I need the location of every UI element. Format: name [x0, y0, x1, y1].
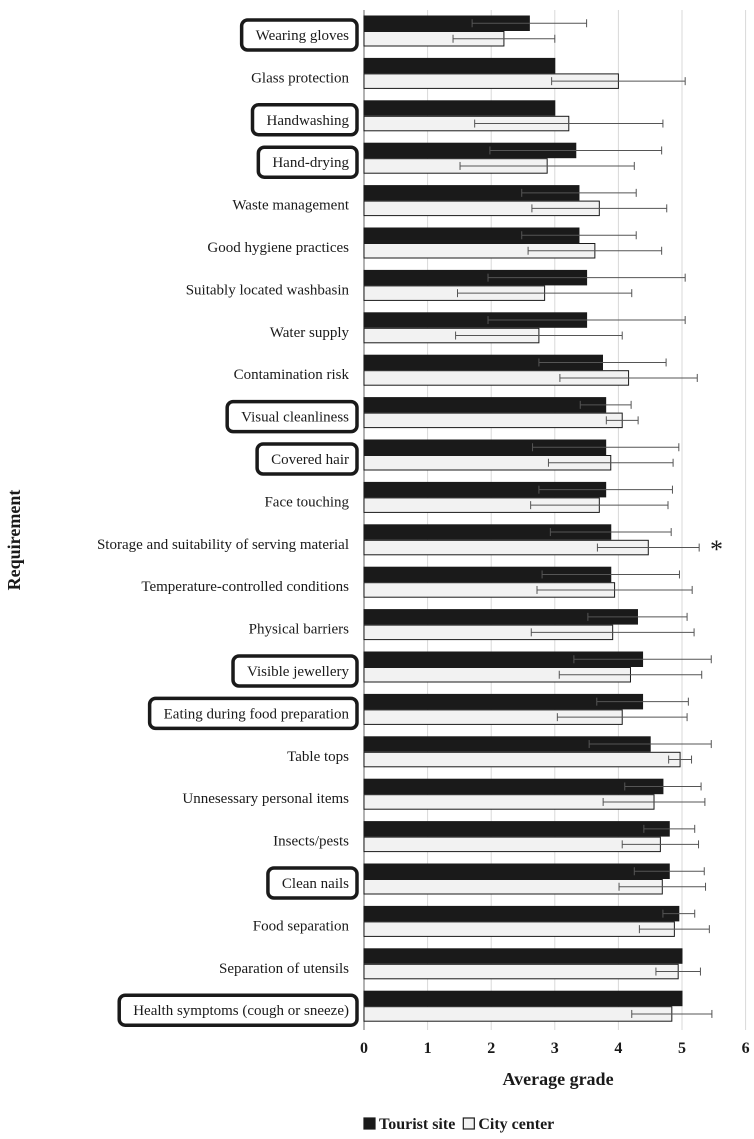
- x-tick-labels: 0 1 2 3 4 5 6: [360, 1040, 750, 1057]
- bar: [363, 1006, 673, 1022]
- highlight-box: [239, 18, 359, 52]
- x-tick-label: 0: [360, 1040, 368, 1057]
- x-tick-label: 5: [678, 1040, 686, 1057]
- bar: [363, 397, 607, 413]
- category-label: Health symptoms (cough or sneeze): [133, 1003, 349, 1019]
- bar: [363, 412, 623, 429]
- category-label: Suitably located washbasin: [186, 282, 350, 298]
- legend-label: City center: [478, 1116, 554, 1133]
- bar: [363, 948, 683, 964]
- highlight-box: [231, 654, 359, 688]
- category-label: Physical barriers: [249, 622, 350, 638]
- bar: [363, 821, 670, 837]
- category-label: Table tops: [287, 749, 349, 765]
- category-label: Unnesessary personal items: [182, 791, 349, 807]
- grid-lines: [363, 10, 747, 1030]
- legend: Tourist site City center: [363, 1116, 554, 1133]
- category-label: Visual cleanliness: [241, 410, 349, 426]
- category-label: Insects/pests: [273, 834, 349, 850]
- bar: [363, 751, 681, 768]
- category-label: Visible jewellery: [247, 664, 349, 680]
- category-label: Temperature-controlled conditions: [141, 579, 349, 595]
- significance-marker: *: [710, 535, 723, 564]
- category-label: Waste management: [232, 198, 349, 214]
- bar: [363, 879, 663, 895]
- highlight-box: [256, 145, 359, 179]
- annotations: *: [710, 535, 723, 564]
- category-label: Good hygiene practices: [207, 240, 349, 256]
- category-label: Contamination risk: [234, 367, 350, 383]
- bar: [363, 778, 664, 795]
- category-label: Clean nails: [282, 876, 349, 892]
- category-label: Water supply: [270, 325, 350, 341]
- legend-swatch: [462, 1117, 475, 1130]
- bar: [363, 990, 683, 1007]
- bar: [363, 963, 679, 980]
- legend-label: Tourist site: [379, 1116, 455, 1133]
- bar: [363, 836, 661, 853]
- category-label: Handwashing: [267, 113, 350, 129]
- bar: [363, 57, 556, 74]
- highlight-box: [266, 866, 359, 900]
- category-label: Separation of utensils: [219, 961, 349, 977]
- highlight-box: [147, 696, 359, 731]
- x-axis-title: Average grade: [502, 1069, 613, 1089]
- category-label: Storage and suitability of serving mater…: [97, 537, 349, 553]
- x-tick-label: 6: [742, 1040, 750, 1057]
- category-label: Covered hair: [271, 452, 349, 468]
- x-tick-label: 3: [551, 1040, 559, 1057]
- bar: [363, 905, 680, 922]
- highlight-box: [117, 993, 359, 1027]
- category-labels: Wearing gloves Glass protection Handwashin…: [97, 28, 350, 1019]
- highlight-box: [225, 399, 359, 434]
- category-label: Face touching: [264, 494, 349, 510]
- category-label: Glass protection: [251, 70, 349, 86]
- bars: [363, 15, 683, 1022]
- x-tick-label: 1: [424, 1040, 432, 1057]
- bar: [363, 100, 556, 116]
- category-label: Eating during food preparation: [164, 706, 350, 722]
- y-axis-title: Requirement: [4, 490, 24, 591]
- highlight-boxes: [117, 18, 359, 1027]
- legend-swatch: [363, 1117, 376, 1130]
- bar: [363, 863, 670, 879]
- highlight-box: [255, 442, 359, 476]
- x-tick-label: 4: [614, 1040, 622, 1057]
- category-label: Food separation: [253, 918, 350, 934]
- bar: [363, 921, 675, 937]
- highlight-box: [250, 103, 359, 137]
- category-label: Hand-drying: [272, 155, 349, 171]
- category-label: Wearing gloves: [256, 28, 350, 44]
- error-bars: [452, 19, 713, 1018]
- x-tick-label: 2: [487, 1040, 495, 1057]
